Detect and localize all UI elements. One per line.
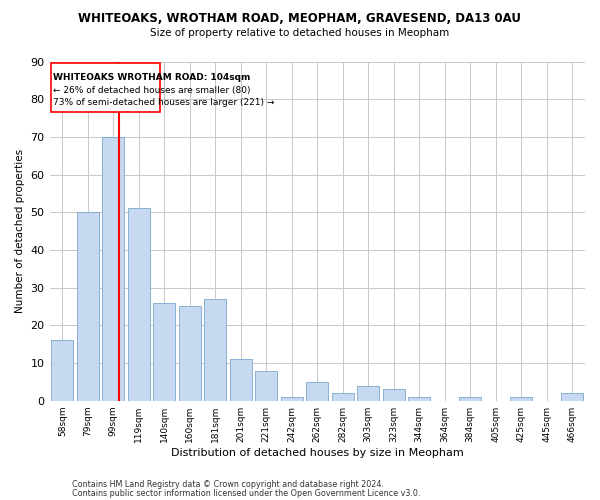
Bar <box>383 390 404 400</box>
Text: 73% of semi-detached houses are larger (221) →: 73% of semi-detached houses are larger (… <box>53 98 275 107</box>
Bar <box>307 382 328 400</box>
Bar <box>358 386 379 400</box>
Bar <box>128 208 149 400</box>
Text: Contains HM Land Registry data © Crown copyright and database right 2024.: Contains HM Land Registry data © Crown c… <box>72 480 384 489</box>
Bar <box>409 397 430 400</box>
Bar <box>562 393 583 400</box>
Bar <box>179 306 200 400</box>
Bar <box>77 212 98 400</box>
Text: Contains public sector information licensed under the Open Government Licence v3: Contains public sector information licen… <box>72 488 421 498</box>
Bar <box>205 299 226 400</box>
FancyBboxPatch shape <box>51 64 160 112</box>
Bar <box>230 359 251 401</box>
Text: ← 26% of detached houses are smaller (80): ← 26% of detached houses are smaller (80… <box>53 86 251 95</box>
Text: WHITEOAKS WROTHAM ROAD: 104sqm: WHITEOAKS WROTHAM ROAD: 104sqm <box>53 73 251 82</box>
Y-axis label: Number of detached properties: Number of detached properties <box>15 149 25 313</box>
Bar <box>52 340 73 400</box>
Bar <box>511 397 532 400</box>
Text: WHITEOAKS, WROTHAM ROAD, MEOPHAM, GRAVESEND, DA13 0AU: WHITEOAKS, WROTHAM ROAD, MEOPHAM, GRAVES… <box>79 12 521 26</box>
Bar <box>332 393 353 400</box>
Bar <box>460 397 481 400</box>
Bar <box>256 370 277 400</box>
Bar <box>281 397 302 400</box>
X-axis label: Distribution of detached houses by size in Meopham: Distribution of detached houses by size … <box>171 448 464 458</box>
Text: Size of property relative to detached houses in Meopham: Size of property relative to detached ho… <box>151 28 449 38</box>
Bar <box>154 302 175 400</box>
Bar <box>103 137 124 400</box>
